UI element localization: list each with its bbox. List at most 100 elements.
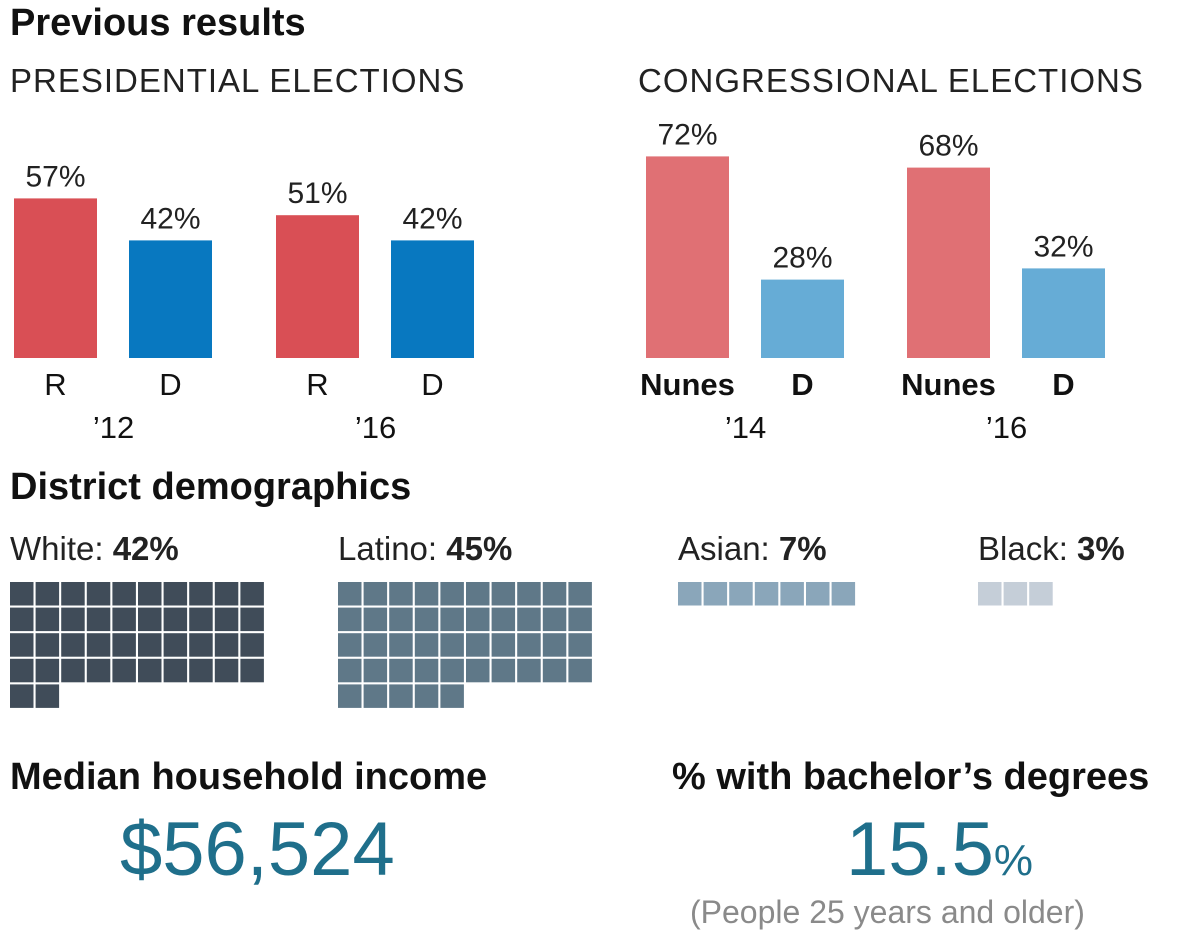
waffle-square-white (214, 633, 239, 657)
waffle-square-white (86, 658, 111, 683)
waffle-square-white (10, 582, 34, 606)
pres-value-label-0-1: 42% (140, 202, 200, 235)
waffle-square-latino (440, 658, 464, 683)
waffle-square-latino (414, 633, 439, 657)
waffle-square-white (35, 582, 60, 606)
cong-value-label-1-0: 68% (918, 130, 978, 163)
waffle-square-white (138, 658, 162, 683)
waffle-square-latino (363, 684, 388, 708)
waffle-square-latino (414, 658, 439, 683)
waffle-square-white (112, 582, 136, 606)
waffle-square-white (10, 684, 34, 708)
education-note: (People 25 years and older) (690, 894, 1085, 930)
waffle-square-white (86, 582, 111, 606)
waffle-square-white (240, 607, 264, 632)
election-bar-charts: 57% R 42% D ’12 51% R 42% D ’16 72% Nunes 28% D ’14 68%… (14, 118, 1105, 445)
waffle-square-white (214, 607, 239, 632)
waffle-square-latino (440, 582, 464, 606)
waffle-square-asian (703, 582, 728, 606)
waffle-square-latino (491, 658, 516, 683)
waffle-square-white (214, 658, 239, 683)
waffle-square-latino (568, 633, 592, 657)
pres-year-label-0: ’12 (93, 410, 134, 445)
waffle-square-latino (338, 607, 362, 632)
waffle-square-asian (831, 582, 856, 606)
waffle-square-latino (389, 633, 413, 657)
waffle-square-white (61, 582, 85, 606)
waffle-square-white (189, 633, 213, 657)
waffle-square-latino (338, 633, 362, 657)
waffle-square-latino (491, 607, 516, 632)
waffle-square-latino (363, 633, 388, 657)
demo-name-asian: Asian: (678, 530, 770, 567)
waffle-square-latino (440, 633, 464, 657)
demo-value-black: 3% (1077, 530, 1125, 567)
waffle-square-latino (517, 607, 541, 632)
demo-value-asian: 7% (778, 530, 827, 567)
waffle-square-white (189, 607, 213, 632)
congressional-subtitle: CONGRESSIONAL ELECTIONS (638, 62, 1144, 99)
education-value-wrap: 15.5% (846, 806, 1033, 893)
cong-party-label-0-0: Nunes (640, 367, 735, 402)
pres-party-label-1-0: R (306, 367, 328, 402)
waffle-square-latino (389, 658, 413, 683)
waffle-square-white (163, 633, 188, 657)
cong-value-label-0-0: 72% (657, 118, 717, 151)
waffle-square-white (35, 607, 60, 632)
education-value: 15.5 (846, 807, 994, 892)
waffle-square-latino (338, 658, 362, 683)
waffle-square-black (1003, 582, 1028, 606)
demo-label-black: Black: 3% (978, 530, 1125, 568)
demo-value-white: 42% (112, 530, 179, 567)
demo-label-white: White: 42% (10, 530, 179, 568)
demo-label-asian: Asian: 7% (678, 530, 827, 568)
waffle-square-white (189, 582, 213, 606)
waffle-square-latino (414, 582, 439, 606)
cong-bar-1-1 (1022, 268, 1105, 358)
education-heading: % with bachelor’s degrees (672, 756, 1150, 798)
demographics-heading: District demographics (10, 466, 412, 508)
pres-value-label-0-0: 57% (25, 160, 85, 193)
waffle-square-white (112, 633, 136, 657)
waffle-square-asian (780, 582, 804, 606)
waffle-square-latino (414, 607, 439, 632)
waffle-square-white (163, 607, 188, 632)
waffle-square-asian (729, 582, 753, 606)
waffle-square-white (10, 607, 34, 632)
waffle-square-asian (754, 582, 779, 606)
waffle-square-latino (440, 684, 464, 708)
cong-bar-1-0 (907, 167, 990, 358)
waffle-square-white (61, 658, 85, 683)
waffle-square-white (163, 658, 188, 683)
waffle-square-latino (542, 582, 567, 606)
waffle-square-white (35, 684, 60, 708)
waffle-square-latino (568, 658, 592, 683)
education-unit: % (993, 836, 1034, 885)
pres-party-label-0-1: D (159, 367, 181, 402)
waffle-square-asian (678, 582, 702, 606)
pres-party-label-1-1: D (421, 367, 443, 402)
waffle-square-latino (389, 582, 413, 606)
cong-party-label-1-0: Nunes (901, 367, 996, 402)
waffle-square-latino (466, 582, 490, 606)
cong-value-label-0-1: 28% (772, 242, 832, 275)
waffle-square-white (10, 633, 34, 657)
waffle-square-latino (517, 582, 541, 606)
pres-value-label-1-1: 42% (402, 202, 462, 235)
waffle-square-latino (542, 607, 567, 632)
waffle-square-white (86, 633, 111, 657)
income-heading: Median household income (10, 756, 488, 798)
demo-value-latino: 45% (446, 530, 513, 567)
waffle-square-latino (363, 658, 388, 683)
waffle-square-latino (414, 684, 439, 708)
waffle-square-white (112, 607, 136, 632)
waffle-square-latino (338, 582, 362, 606)
pres-bar-0-1 (129, 240, 212, 358)
waffle-square-white (112, 658, 136, 683)
waffle-square-white (138, 582, 162, 606)
pres-bar-1-0 (276, 215, 359, 358)
waffle-square-latino (491, 582, 516, 606)
demo-label-latino: Latino: 45% (338, 530, 512, 568)
waffle-square-latino (542, 658, 567, 683)
pres-bar-1-1 (391, 240, 474, 358)
